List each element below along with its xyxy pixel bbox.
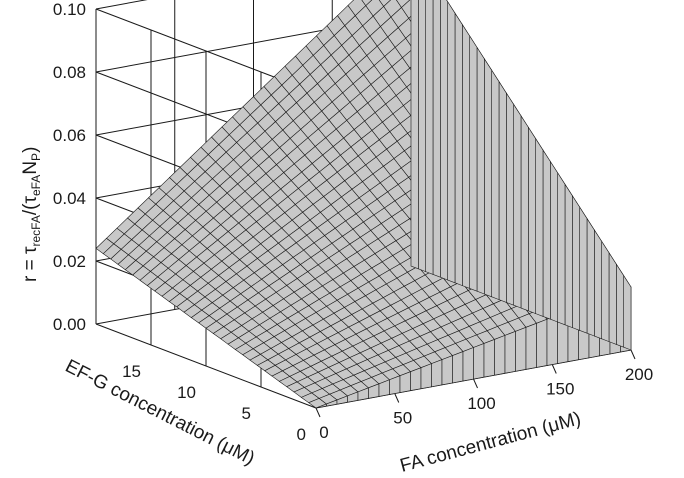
surface-skirt — [520, 114, 529, 312]
surface-skirt — [410, 0, 419, 270]
surface-skirt — [515, 326, 527, 372]
x-tick-label: 100 — [467, 394, 495, 413]
x-tick-mark — [630, 349, 636, 360]
z-tick-label: 0.00 — [53, 315, 86, 334]
z-tick-label: 0.04 — [53, 189, 86, 208]
x-tick-mark — [473, 378, 478, 389]
surface-face — [361, 0, 373, 7]
x-tick-label: 50 — [393, 409, 412, 428]
surface-skirt — [491, 69, 500, 301]
surface-skirt — [440, 0, 448, 281]
surface-skirt — [608, 251, 617, 345]
surface-skirt — [528, 126, 536, 315]
surface-skirt — [484, 57, 492, 298]
surface-skirt — [601, 240, 610, 343]
surface-skirt — [473, 343, 485, 380]
surface-skirt — [594, 228, 602, 340]
x-tick-label: 150 — [546, 380, 574, 399]
surface-skirt — [462, 347, 474, 382]
surface-skirt — [506, 92, 514, 306]
surface-skirt — [441, 355, 453, 386]
surface-skirt — [536, 318, 548, 368]
surface-skirt — [557, 171, 566, 326]
surface-skirt — [454, 12, 463, 287]
surface-skirt — [410, 367, 422, 391]
surface-skirt — [483, 338, 495, 378]
z-tick-label: 0.10 — [53, 0, 86, 19]
z-tick-label: 0.02 — [53, 252, 86, 271]
surface-skirt — [550, 160, 558, 323]
x-axis-label: FA concentration (μM) — [398, 408, 583, 476]
surface-skirt — [504, 330, 516, 374]
z-tick-label: 0.06 — [53, 126, 86, 145]
surface-skirt — [616, 263, 624, 348]
surface-skirt — [564, 183, 573, 329]
surface-skirt — [535, 137, 544, 317]
surface-skirt — [469, 34, 478, 292]
x-tick-mark — [551, 364, 557, 374]
surface-skirt — [476, 46, 485, 295]
surface-skirt — [399, 371, 411, 393]
surface-skirt — [542, 149, 551, 320]
surface-skirt — [546, 314, 558, 366]
surface-skirt — [494, 334, 506, 376]
z-axis-label: r = τrecFA/(τeFANP) — [20, 147, 43, 282]
x-tick-label: 0 — [319, 423, 328, 442]
surface-skirt — [623, 274, 632, 351]
y-tick-label: 15 — [122, 362, 141, 381]
surface-face — [378, 0, 392, 7]
surface-skirt — [425, 0, 434, 275]
x-tick-mark — [315, 407, 321, 418]
surface-skirt — [452, 351, 464, 384]
surface-mesh — [95, 0, 632, 409]
x-tick-labels: 0 50 100 150 200 — [319, 365, 653, 442]
y-tick-label: 10 — [177, 383, 196, 402]
surface-skirt — [447, 0, 456, 284]
surface-skirt — [462, 23, 470, 289]
z-tick-label: 0.08 — [53, 63, 86, 82]
surface-skirt — [498, 80, 507, 303]
y-tick-labels: 0 5 10 15 — [122, 362, 306, 444]
x-tick-label: 200 — [625, 365, 653, 384]
side-wall-hline — [95, 323, 317, 409]
surface-skirt — [431, 359, 443, 388]
y-tick-label: 0 — [297, 425, 306, 444]
surface-skirt — [525, 322, 537, 370]
surface-skirt — [513, 103, 522, 309]
surface-skirt — [418, 0, 426, 273]
x-tick-mark — [394, 393, 400, 403]
surface-skirt — [432, 0, 441, 278]
z-tick-labels: 0.00 0.02 0.04 0.06 0.08 0.10 — [53, 0, 86, 334]
surface-skirt — [572, 194, 580, 331]
surface-skirt — [420, 363, 432, 390]
y-tick-label: 5 — [242, 404, 251, 423]
surface-skirt — [579, 206, 588, 334]
surface-skirt — [586, 217, 595, 337]
y-axis-label: EF-G concentration (μM) — [62, 356, 258, 470]
